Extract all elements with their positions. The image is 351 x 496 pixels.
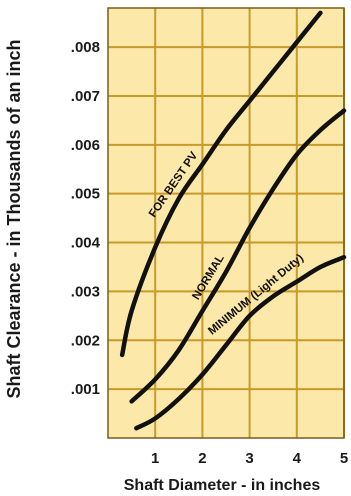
x-axis-title: Shaft Diameter - in inches xyxy=(124,477,321,494)
y-tick-label: .003 xyxy=(71,283,100,300)
y-tick-label: .008 xyxy=(71,39,100,56)
plot-area xyxy=(108,8,344,438)
y-tick-label: .001 xyxy=(71,381,100,398)
y-tick-label: .002 xyxy=(71,332,100,349)
curves xyxy=(119,10,347,431)
curve-minimum xyxy=(134,254,347,431)
x-tick-label: 5 xyxy=(340,450,348,467)
tick-labels: 1 2 3 4 5 .001 .002 .003 .004 .005 .006 .007 .008 xyxy=(71,39,348,467)
y-tick-label: .005 xyxy=(71,186,100,203)
curve-best-pv xyxy=(119,10,323,358)
y-tick-label: .007 xyxy=(71,88,100,105)
y-tick-label: .006 xyxy=(71,137,100,154)
y-tick-label: .004 xyxy=(71,235,101,252)
curve-normal xyxy=(129,108,347,404)
y-axis-title: Shaft Clearance - in Thousands of an inc… xyxy=(4,39,24,398)
x-tick-label: 4 xyxy=(293,450,302,467)
plot-border xyxy=(107,7,345,439)
x-tick-label: 2 xyxy=(198,450,206,467)
x-tick-label: 3 xyxy=(245,450,253,467)
x-tick-label: 1 xyxy=(151,450,159,467)
